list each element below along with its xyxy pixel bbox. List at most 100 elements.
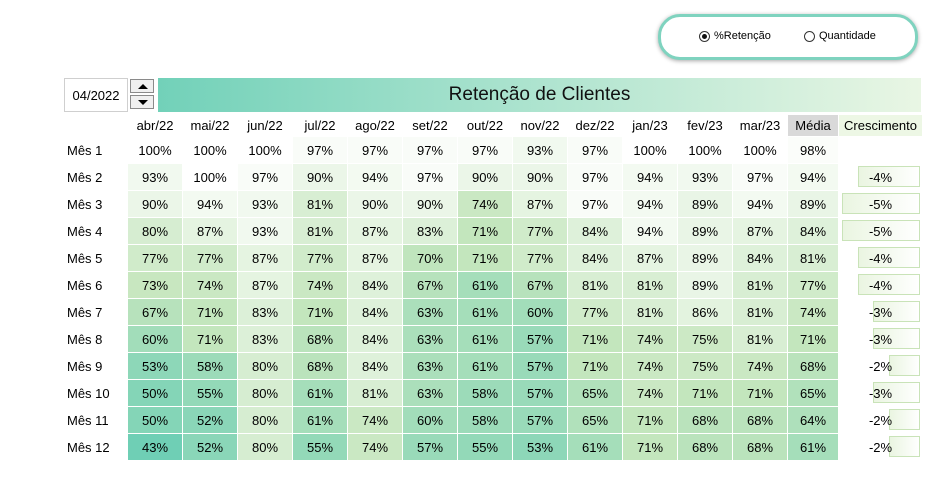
header-row: abr/22 mai/22 jun/22 jul/22 ago/22 set/22 out/… [64,114,923,137]
retention-cell: 97% [402,136,458,164]
retention-cell: 84% [567,244,623,272]
spinner-up-button[interactable] [130,79,154,93]
crescimento-value: -4% [868,250,893,266]
retention-cell: 57% [512,352,568,380]
retention-cell: 63% [402,298,458,326]
retention-cell: 97% [567,136,623,164]
crescimento-value: -2% [868,439,893,455]
column-header: jun/22 [237,114,293,137]
date-spinner[interactable] [130,79,156,110]
retention-cell: 80% [237,433,293,461]
retention-cell: 68% [292,325,348,353]
corner-cell [64,114,128,137]
retention-cell: 55% [182,379,238,407]
crescimento-bar [889,355,920,376]
retention-cell: 100% [182,136,238,164]
retention-cell: 87% [237,271,293,299]
retention-cell: 94% [347,163,403,191]
column-header: mai/22 [182,114,238,137]
retention-cell: 81% [622,271,678,299]
retention-cell: 87% [622,244,678,272]
retention-cell: 68% [677,406,733,434]
retention-cell: 71% [182,298,238,326]
retention-cell: 57% [512,325,568,353]
retention-cell: 81% [347,379,403,407]
retention-cell: 81% [732,325,788,353]
retention-cell: 90% [512,163,568,191]
retention-cell: 97% [732,163,788,191]
retention-cell: 50% [127,379,183,407]
retention-cell: 80% [127,217,183,245]
crescimento-cell: -3% [838,379,923,407]
retention-cell: 68% [292,352,348,380]
retention-cell: 74% [622,379,678,407]
crescimento-value: -3% [868,385,893,401]
radio-retencao[interactable]: %Retenção [699,30,771,42]
row-label: Mês 11 [64,406,128,434]
retention-cell: 81% [622,298,678,326]
retention-cell: 94% [622,163,678,191]
radio-quantidade-indicator[interactable] [804,30,815,42]
media-cell: 64% [787,406,839,434]
retention-cell: 73% [127,271,183,299]
radio-retencao-label[interactable]: %Retenção [714,30,771,42]
table-row: Mês 8 60% 71% 83% 68% 84% 63% 61% 57% 71% 74% 75% 81… [64,325,923,353]
retention-cell: 90% [127,190,183,218]
retention-cell: 80% [237,379,293,407]
crescimento-bar [858,166,920,187]
spinner-down-button[interactable] [130,95,154,109]
retention-cell: 71% [567,325,623,353]
table-row: Mês 4 80% 87% 93% 81% 87% 83% 71% 77% 84% 94% 89% 87… [64,217,923,245]
retention-cell: 74% [622,325,678,353]
retention-cell: 74% [347,406,403,434]
retention-cell: 94% [732,190,788,218]
retention-cell: 100% [677,136,733,164]
column-header: ago/22 [347,114,403,137]
crescimento-value: -5% [868,223,893,239]
retention-cell: 93% [677,163,733,191]
table-row: Mês 11 50% 52% 80% 61% 74% 60% 58% 57% 65% 71% 68% 6… [64,406,923,434]
radio-quantidade-label[interactable]: Quantidade [819,30,876,42]
radio-quantidade[interactable]: Quantidade [804,30,876,42]
radio-retencao-indicator[interactable] [699,30,710,42]
row-label: Mês 1 [64,136,128,164]
retention-cell: 93% [127,163,183,191]
row-label: Mês 4 [64,217,128,245]
retention-cell: 60% [512,298,568,326]
crescimento-bar [873,382,920,403]
date-selector-cell[interactable]: 04/2022 [64,78,128,112]
retention-cell: 80% [237,352,293,380]
table-row: Mês 10 50% 55% 80% 61% 81% 63% 58% 57% 65% 74% 71% 7… [64,379,923,407]
retention-cell: 67% [127,298,183,326]
retention-cell: 87% [347,244,403,272]
retention-cell: 71% [457,244,513,272]
row-label: Mês 6 [64,271,128,299]
row-label: Mês 7 [64,298,128,326]
table-row: Mês 2 93% 100% 97% 90% 94% 97% 90% 90% 97% 94% 93% 9… [64,163,923,191]
table-row: Mês 12 43% 52% 80% 55% 74% 57% 55% 53% 61% 71% 68% 6… [64,433,923,461]
row-label: Mês 10 [64,379,128,407]
crescimento-value: -3% [868,331,893,347]
retention-cell: 93% [237,190,293,218]
retention-cell: 100% [732,136,788,164]
crescimento-value: -4% [868,277,893,293]
retention-cell: 87% [182,217,238,245]
table-row: Mês 7 67% 71% 83% 71% 84% 63% 61% 60% 77% 81% 86% 81… [64,298,923,326]
retention-cell: 71% [622,433,678,461]
retention-cell: 77% [512,217,568,245]
retention-cell: 71% [677,379,733,407]
retention-cell: 100% [237,136,293,164]
crescimento-cell: -3% [838,325,923,353]
retention-cell: 97% [237,163,293,191]
column-header: dez/22 [567,114,623,137]
retention-cell: 57% [512,406,568,434]
crescimento-cell: -2% [838,433,923,461]
retention-cell: 74% [182,271,238,299]
retention-cell: 89% [677,244,733,272]
retention-cell: 74% [347,433,403,461]
retention-cell: 61% [457,298,513,326]
retention-cell: 90% [292,163,348,191]
column-header: nov/22 [512,114,568,137]
retention-cell: 87% [512,190,568,218]
retention-cell: 94% [622,217,678,245]
